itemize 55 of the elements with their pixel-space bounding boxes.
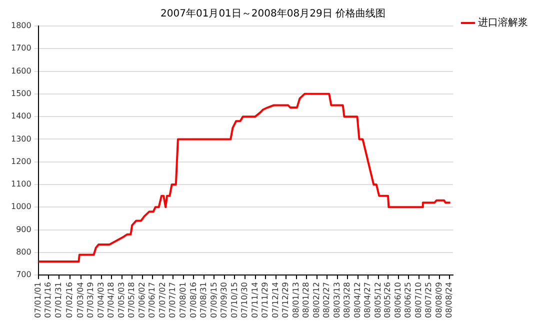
x-tick-label: 07/11/29 [260,282,270,318]
x-tick-label: 08/03/28 [342,282,352,318]
x-tick-label: 07/03/04 [76,282,85,318]
x-tick-label: 07/03/19 [86,282,96,318]
x-tick-label: 08/04/27 [363,282,372,318]
x-tick-label: 07/05/03 [116,282,126,318]
y-tick-label: 800 [16,248,32,257]
x-tick-label: 07/10/30 [240,282,250,318]
y-tick-label: 900 [16,224,32,234]
x-tick-label: 08/05/26 [383,282,392,318]
x-tick-label: 07/08/01 [178,282,188,318]
x-tick-label: 07/07/02 [158,282,167,318]
x-tick-label: 07/10/15 [230,282,239,318]
x-tick-label: 08/08/24 [444,282,454,318]
x-tick-label: 07/04/18 [106,282,116,318]
x-tick-label: 07/09/30 [220,282,229,318]
x-tick-label: 07/06/02 [137,282,146,318]
y-tick-label: 1200 [11,156,32,166]
x-tick-label: 07/09/15 [209,282,218,318]
x-tick-label: 07/01/01 [33,282,42,318]
x-tick-label: 07/12/14 [270,282,280,318]
x-tick-label: 07/01/16 [44,282,53,318]
x-tick-label: 08/03/13 [332,282,342,318]
x-tick-label: 07/01/31 [54,282,63,318]
x-tick-label: 08/07/10 [414,282,423,318]
x-tick-label: 08/01/13 [291,282,300,318]
x-tick-label: 07/05/18 [127,282,136,318]
chart-title: 2007年01月01日～2008年08月29日 价格曲线图 [160,8,386,20]
x-tick-label: 08/06/10 [393,282,402,318]
x-tick-label: 07/02/16 [64,282,74,318]
legend-label: 进口溶解浆 [478,16,528,29]
x-tick-label: 07/11/14 [250,282,260,318]
x-tick-label: 07/04/03 [96,282,106,318]
x-tick-label: 07/12/29 [281,282,290,318]
y-tick-label: 700 [16,270,32,280]
x-tick-label: 08/08/09 [434,282,444,318]
y-tick-label: 1700 [11,44,32,53]
x-tick-label: 07/08/31 [199,282,208,318]
x-tick-label: 07/06/17 [148,282,157,318]
x-tick-label: 08/07/25 [424,282,434,318]
y-tick-label: 1800 [11,21,32,30]
x-tick-label: 07/07/17 [168,282,178,318]
y-tick-label: 1400 [11,112,32,121]
x-tick-label: 08/02/27 [322,282,332,318]
x-tick-label: 08/05/12 [374,282,382,318]
x-tick-label: 08/02/12 [312,282,321,318]
x-tick-label: 08/06/25 [404,282,413,318]
y-tick-label: 1600 [11,66,32,76]
x-tick-label: 07/08/16 [188,282,198,318]
y-tick-label: 1500 [11,89,32,98]
y-tick-label: 1000 [11,202,32,212]
x-tick-label: 08/04/12 [352,282,362,318]
x-tick-label: 08/01/28 [302,282,311,318]
y-tick-label: 1300 [11,134,32,144]
y-tick-label: 1100 [11,180,32,189]
